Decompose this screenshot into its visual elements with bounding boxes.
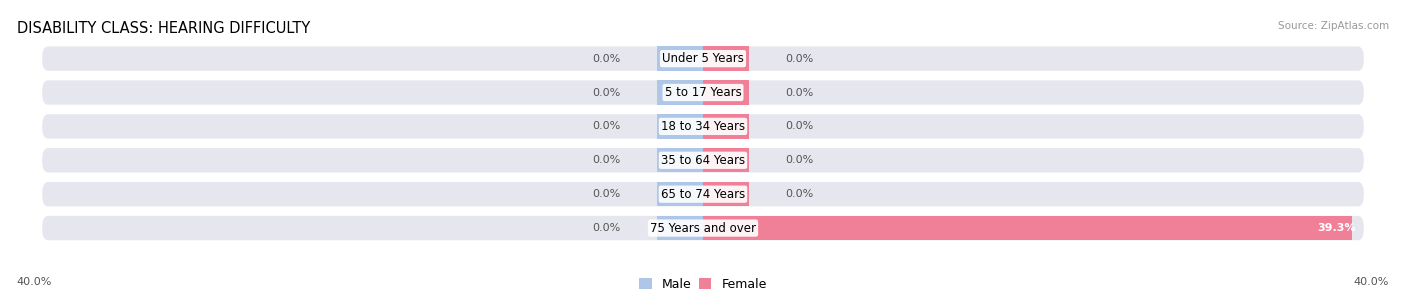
Text: Source: ZipAtlas.com: Source: ZipAtlas.com <box>1278 21 1389 31</box>
FancyBboxPatch shape <box>42 114 1364 138</box>
Text: 0.0%: 0.0% <box>592 223 620 233</box>
FancyBboxPatch shape <box>42 46 1364 71</box>
Bar <box>703 80 749 105</box>
Bar <box>657 148 703 173</box>
Bar <box>657 80 703 105</box>
Text: 0.0%: 0.0% <box>592 121 620 131</box>
FancyBboxPatch shape <box>42 182 1364 206</box>
Bar <box>703 114 749 138</box>
Text: 35 to 64 Years: 35 to 64 Years <box>661 154 745 167</box>
Text: 65 to 74 Years: 65 to 74 Years <box>661 188 745 201</box>
Text: 0.0%: 0.0% <box>786 54 814 64</box>
Text: 0.0%: 0.0% <box>786 155 814 165</box>
Bar <box>657 114 703 138</box>
Text: 40.0%: 40.0% <box>17 277 52 287</box>
Text: 0.0%: 0.0% <box>786 88 814 98</box>
Text: 39.3%: 39.3% <box>1317 223 1355 233</box>
Bar <box>657 182 703 206</box>
Text: Under 5 Years: Under 5 Years <box>662 52 744 65</box>
Text: 0.0%: 0.0% <box>592 189 620 199</box>
Text: 18 to 34 Years: 18 to 34 Years <box>661 120 745 133</box>
Text: 0.0%: 0.0% <box>592 155 620 165</box>
Bar <box>703 216 1353 240</box>
Text: 0.0%: 0.0% <box>786 121 814 131</box>
Bar <box>703 148 749 173</box>
Text: DISABILITY CLASS: HEARING DIFFICULTY: DISABILITY CLASS: HEARING DIFFICULTY <box>17 21 311 36</box>
Text: 0.0%: 0.0% <box>592 54 620 64</box>
Text: 0.0%: 0.0% <box>786 189 814 199</box>
FancyBboxPatch shape <box>42 80 1364 105</box>
Bar <box>657 216 703 240</box>
FancyBboxPatch shape <box>42 148 1364 173</box>
Bar <box>703 182 749 206</box>
Legend: Male, Female: Male, Female <box>640 278 766 291</box>
Text: 0.0%: 0.0% <box>592 88 620 98</box>
Text: 40.0%: 40.0% <box>1354 277 1389 287</box>
Bar <box>657 46 703 71</box>
Text: 5 to 17 Years: 5 to 17 Years <box>665 86 741 99</box>
Text: 75 Years and over: 75 Years and over <box>650 221 756 235</box>
FancyBboxPatch shape <box>42 216 1364 240</box>
Bar <box>703 46 749 71</box>
